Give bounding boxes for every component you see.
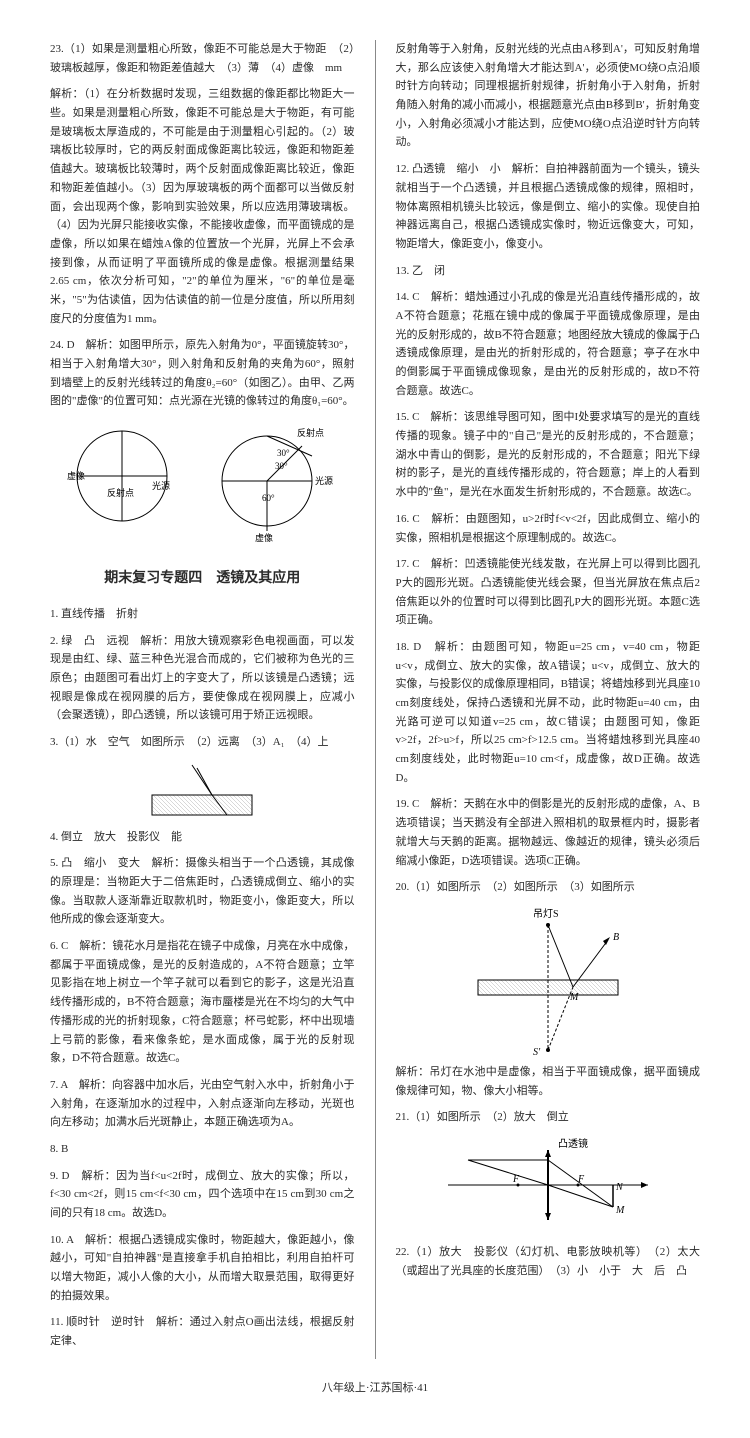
q23-analysis: 解析：（1）在分析数据时发现，三组数据的像距都比物距大一些。如果是测量粗心所致，… (50, 85, 355, 328)
question-11: 11. 顺时针 逆时针 解析：通过入射点O画出法线，根据反射定律、 (50, 1313, 355, 1350)
right-column: 反射角等于入射角，反射光线的光点由A移到A'，可知反射角增大，那么应该使入射角增… (396, 40, 701, 1359)
optics-diagram-pair: 虚像 光源 反射点 30° 30° 60° 反射点 光源 虚像 (50, 421, 355, 551)
question-16: 16. C 解析：由题图知，u>2f时f<v<2f，因此成倒立、缩小的实像，照相… (396, 510, 701, 547)
question-4: 4. 倒立 放大 投影仪 能 (50, 828, 355, 847)
question-6: 6. C 解析：镜花水月是指花在镜子中成像，月亮在水中成像，都属于平面镜成像，是… (50, 937, 355, 1068)
lamp-reflection-diagram: 吊灯S B S' M (458, 905, 638, 1055)
question-2: 2. 绿 凸 远视 解析：用放大镜观察彩色电视画面，可以发现是由红、绿、蓝三种色… (50, 632, 355, 725)
right-continuation: 反射角等于入射角，反射光线的光点由A移到A'，可知反射角增大，那么应该使入射角增… (396, 40, 701, 152)
svg-text:S': S' (533, 1047, 541, 1055)
column-divider (375, 40, 376, 1359)
refraction-diagram (142, 760, 262, 820)
question-7: 7. A 解析：向容器中加水后，光由空气射入水中，折射角小于入射角，在逐渐加水的… (50, 1076, 355, 1132)
question-1: 1. 直线传播 折射 (50, 605, 355, 624)
svg-text:F: F (512, 1174, 520, 1185)
question-12: 12. 凸透镜 缩小 小 解析：自拍神器前面为一个镜头，镜头就相当于一个凸透镜，… (396, 160, 701, 253)
question-9: 9. D 解析：因为当f<u<2f时，成倒立、放大的实像；所以，f<30 cm<… (50, 1167, 355, 1223)
question-5: 5. 凸 缩小 变大 解析：摄像头相当于一个凸透镜，其成像的原理是：当物距大于二… (50, 854, 355, 929)
svg-text:N: N (615, 1182, 624, 1193)
question-14: 14. C 解析：蜡烛通过小孔成的像是光沿直线传播形成的，故A不符合题意；花瓶在… (396, 288, 701, 400)
question-20: 20.（1）如图所示 （2）如图所示 （3）如图所示 (396, 878, 701, 897)
svg-text:凸透镜: 凸透镜 (558, 1137, 588, 1150)
circle-diagram-right: 30° 30° 60° 反射点 光源 虚像 (207, 421, 337, 551)
question-21: 21.（1）如图所示 （2）放大 倒立 (396, 1108, 701, 1127)
svg-text:反射点: 反射点 (297, 427, 324, 438)
svg-text:光源: 光源 (315, 475, 333, 486)
question-8: 8. B (50, 1140, 355, 1159)
page-footer: 八年级上·江苏国标·41 (50, 1379, 700, 1398)
svg-text:F: F (577, 1174, 585, 1185)
circle-diagram-left: 虚像 光源 反射点 (67, 421, 177, 531)
lens-diagram: 凸透镜 F F N M (438, 1135, 658, 1235)
svg-text:60°: 60° (262, 493, 275, 503)
question-17: 17. C 解析：凹透镜能使光线发散，在光屏上可以得到比圆孔P大的圆形光斑。凸透… (396, 555, 701, 630)
svg-text:B: B (613, 932, 619, 943)
question-23: 23.（1）如果是测量粗心所致，像距不可能总是大于物距 （2）玻璃板越厚，像距和… (50, 40, 355, 77)
svg-text:吊灯S: 吊灯S (533, 908, 559, 920)
svg-text:M: M (615, 1205, 625, 1216)
question-24: 24. D 解析：如图甲所示，原先入射角为0°，平面镜旋转30°，相当于入射角增… (50, 336, 355, 411)
svg-text:反射点: 反射点 (107, 487, 134, 498)
question-10: 10. A 解析：根据凸透镜成实像时，物距越大，像距越小，像越小，可知"自拍神器… (50, 1231, 355, 1306)
question-3: 3.（1）水 空气 如图所示 （2）远离 （3）A₁ （4）上 (50, 733, 355, 752)
svg-text:虚像: 虚像 (67, 470, 85, 481)
question-15: 15. C 解析：该思维导图可知，图中I处要求填写的是光的直线传播的现象。镜子中… (396, 408, 701, 501)
svg-text:光源: 光源 (152, 480, 170, 491)
page-container: 23.（1）如果是测量粗心所致，像距不可能总是大于物距 （2）玻璃板越厚，像距和… (50, 40, 700, 1359)
svg-text:虚像: 虚像 (255, 532, 273, 543)
question-22: 22.（1）放大 投影仪（幻灯机、电影放映机等） （2）太大（或超出了光具座的长… (396, 1243, 701, 1280)
svg-text:30°: 30° (277, 448, 290, 458)
q20-analysis: 解析：吊灯在水池中是虚像，相当于平面镜成像，据平面镜成像规律可知，物、像大小相等… (396, 1063, 701, 1100)
topic-title: 期末复习专题四 透镜及其应用 (50, 566, 355, 590)
left-column: 23.（1）如果是测量粗心所致，像距不可能总是大于物距 （2）玻璃板越厚，像距和… (50, 40, 355, 1359)
svg-text:M: M (569, 992, 579, 1003)
question-18: 18. D 解析：由题图可知，物距u=25 cm，v=40 cm，物距u<v，成… (396, 638, 701, 788)
question-13: 13. 乙 闭 (396, 262, 701, 281)
svg-text:30°: 30° (275, 461, 288, 471)
question-19: 19. C 解析：天鹅在水中的倒影是光的反射形成的虚像，A、B选项错误；当天鹅没… (396, 795, 701, 870)
